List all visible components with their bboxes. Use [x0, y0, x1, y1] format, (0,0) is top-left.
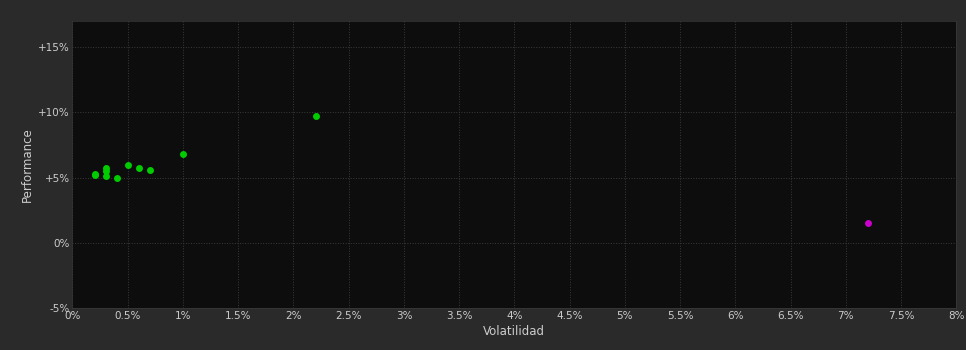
- Point: [861, 220, 876, 226]
- Y-axis label: Performance: Performance: [20, 127, 34, 202]
- Point: [142, 167, 157, 173]
- Point: [98, 168, 113, 174]
- Point: [98, 174, 113, 179]
- Point: [87, 171, 102, 176]
- Point: [98, 166, 113, 171]
- X-axis label: Volatilidad: Volatilidad: [483, 325, 546, 338]
- Point: [120, 162, 135, 167]
- Point: [87, 172, 102, 178]
- Point: [308, 113, 324, 119]
- Point: [175, 151, 190, 157]
- Point: [131, 166, 147, 171]
- Point: [109, 175, 125, 180]
